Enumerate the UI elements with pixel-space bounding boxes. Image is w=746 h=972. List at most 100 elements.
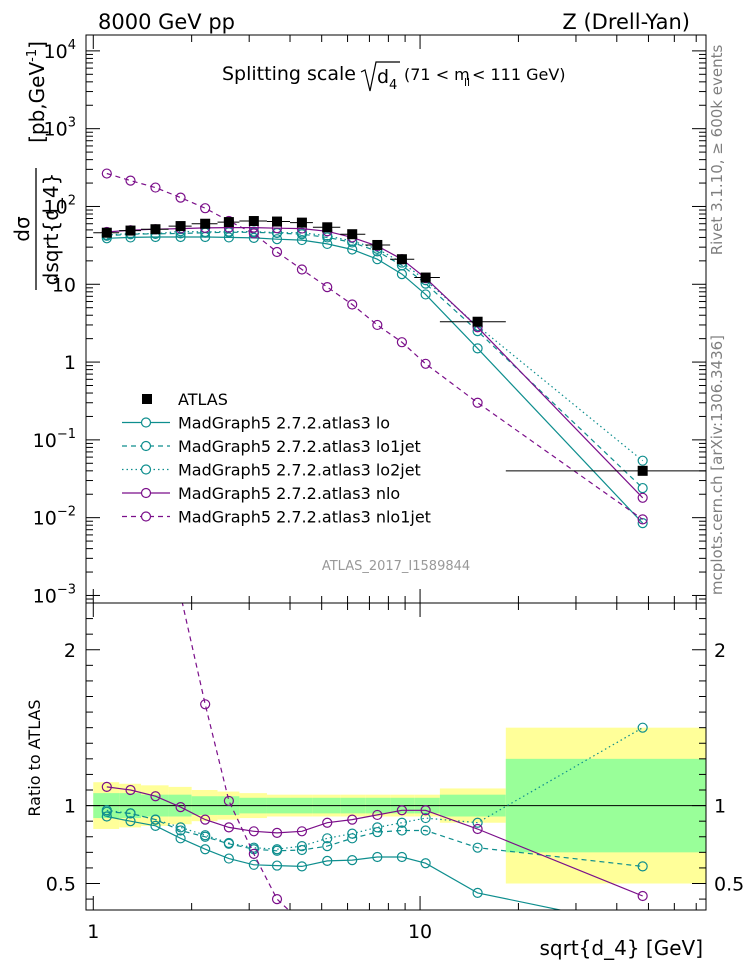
ratio-series-marker bbox=[200, 844, 211, 855]
y-tick-label-base: 10 bbox=[33, 585, 57, 607]
y-tick-label: 10−2 bbox=[33, 505, 76, 530]
atlas-marker bbox=[150, 224, 161, 235]
x-tick-label: 10 bbox=[408, 921, 432, 943]
ratio-series-marker bbox=[150, 820, 161, 831]
ratio-series-marker bbox=[248, 826, 259, 837]
main-series-marker bbox=[296, 264, 308, 275]
title-range-pre: (71 < m bbox=[404, 65, 470, 84]
ratio-y-tick-label-right: 2 bbox=[714, 640, 726, 662]
main-series-marker bbox=[296, 234, 308, 246]
ratio-series-marker bbox=[200, 699, 211, 710]
ratio-series-marker bbox=[126, 271, 135, 280]
ratio-series-marker bbox=[175, 825, 186, 836]
main-series-marker bbox=[637, 492, 648, 503]
beam-energy-label: 8000 GeV pp bbox=[98, 10, 235, 34]
atlas-marker bbox=[637, 465, 648, 476]
main-series-marker bbox=[150, 182, 161, 193]
ratio-ylabel: Ratio to ATLAS bbox=[25, 699, 44, 816]
main-series-marker bbox=[322, 238, 333, 250]
ratio-series-marker bbox=[322, 855, 333, 867]
ratio-series-marker bbox=[637, 722, 648, 733]
ratio-series-marker bbox=[637, 861, 648, 872]
main-series-line bbox=[106, 230, 644, 462]
atlas-marker bbox=[420, 272, 431, 283]
ratio-series-marker bbox=[348, 937, 357, 946]
ylabel-units-end: ] bbox=[25, 41, 49, 49]
ratio-series-marker bbox=[271, 827, 283, 838]
main-series-marker bbox=[347, 299, 358, 310]
ratio-uncertainty-bands bbox=[86, 727, 706, 884]
main-series-marker bbox=[637, 514, 648, 525]
main-series-marker bbox=[101, 168, 112, 179]
sqrt-sign bbox=[360, 61, 400, 92]
ratio-series-marker bbox=[223, 795, 234, 807]
atlas-marker bbox=[200, 218, 211, 229]
y-tick-label-exponent: 2 bbox=[68, 193, 76, 208]
atlas-marker bbox=[101, 227, 112, 238]
atlas-data-markers bbox=[93, 216, 706, 476]
main-series-marker bbox=[175, 192, 186, 203]
main-series-marker bbox=[420, 358, 431, 369]
main-ylabel: dσ dsqrt{d_4} [pb,GeV-1] bbox=[10, 41, 63, 290]
mcplots-label: mcplots.cern.ch [arXiv:1306.3436] bbox=[708, 335, 726, 595]
ratio-series-marker bbox=[223, 837, 234, 849]
ratio-y-tick-label-right: 1 bbox=[714, 796, 726, 818]
ratio-series-marker bbox=[472, 842, 483, 853]
ratio-series-marker bbox=[396, 805, 408, 816]
legend-label: MadGraph5 2.7.2.atlas3 nlo bbox=[178, 484, 400, 503]
y-tick-label-exponent: −2 bbox=[57, 505, 76, 520]
ratio-series-marker bbox=[175, 822, 186, 833]
y-tick-label: 103 bbox=[44, 116, 76, 141]
atlas-marker bbox=[272, 216, 283, 227]
ratio-series-marker bbox=[372, 851, 383, 863]
ratio-series-marker bbox=[420, 825, 431, 836]
xlabel: sqrt{d_4} [GeV] bbox=[540, 936, 704, 960]
ylabel-numerator: dσ bbox=[10, 216, 34, 242]
ratio-series-marker bbox=[248, 842, 259, 853]
ratio-series-marker bbox=[271, 844, 283, 855]
ratio-y-tick-label: 2 bbox=[64, 640, 76, 662]
ratio-series-marker bbox=[101, 805, 112, 816]
ratio-series-marker bbox=[347, 855, 358, 866]
ratio-series-marker bbox=[248, 848, 259, 859]
main-series-marker bbox=[322, 281, 333, 293]
legend-label: MadGraph5 2.7.2.atlas3 lo bbox=[178, 414, 390, 433]
ylabel-denominator: dsqrt{d_4} bbox=[39, 173, 63, 286]
ratio-series-marker bbox=[396, 825, 408, 836]
ratio-series-marker bbox=[397, 944, 406, 953]
ratio-series-marker bbox=[271, 893, 283, 905]
ratio-series-marker bbox=[223, 822, 234, 833]
y-tick-label-base: 1 bbox=[64, 352, 76, 374]
main-series-marker bbox=[125, 175, 136, 186]
ratio-series-marker bbox=[396, 817, 408, 828]
ratio-series-line bbox=[106, 727, 643, 850]
ratio-y-tick-label: 1 bbox=[64, 796, 76, 818]
ratio-series-marker bbox=[472, 817, 483, 828]
legend-label: MadGraph5 2.7.2.atlas3 lo1jet bbox=[178, 437, 421, 456]
ratio-series-marker bbox=[297, 918, 306, 927]
ratio-series-marker bbox=[396, 851, 408, 863]
ratio-series-marker bbox=[150, 814, 161, 825]
legend-label: MadGraph5 2.7.2.atlas3 lo2jet bbox=[178, 461, 421, 480]
legend-marker bbox=[140, 464, 152, 475]
legend: ATLAS MadGraph5 2.7.2.atlas3 lo MadGraph5 … bbox=[122, 390, 431, 527]
ratio-series-marker bbox=[322, 817, 333, 828]
ratio-series-marker bbox=[637, 890, 648, 902]
ratio-series-marker bbox=[125, 784, 136, 796]
x-tick-label: 1 bbox=[87, 921, 99, 943]
y-tick-label-exponent: −1 bbox=[57, 427, 76, 442]
atlas-marker bbox=[248, 216, 259, 227]
y-tick-label-base: 10 bbox=[44, 119, 68, 141]
ratio-series-marker bbox=[150, 791, 161, 802]
ratio-series-marker bbox=[421, 945, 430, 954]
ratio-series-marker bbox=[102, 53, 111, 62]
main-series-marker bbox=[271, 246, 283, 258]
y-tick-label-base: 10 bbox=[44, 196, 68, 218]
ratio-series-marker bbox=[200, 830, 211, 841]
ratio-series-marker bbox=[248, 859, 259, 870]
main-series-marker bbox=[372, 319, 383, 331]
ylabel-units-text: [pb,GeV bbox=[25, 62, 49, 143]
main-series-line bbox=[106, 231, 644, 489]
ratio-series-marker bbox=[322, 833, 333, 844]
